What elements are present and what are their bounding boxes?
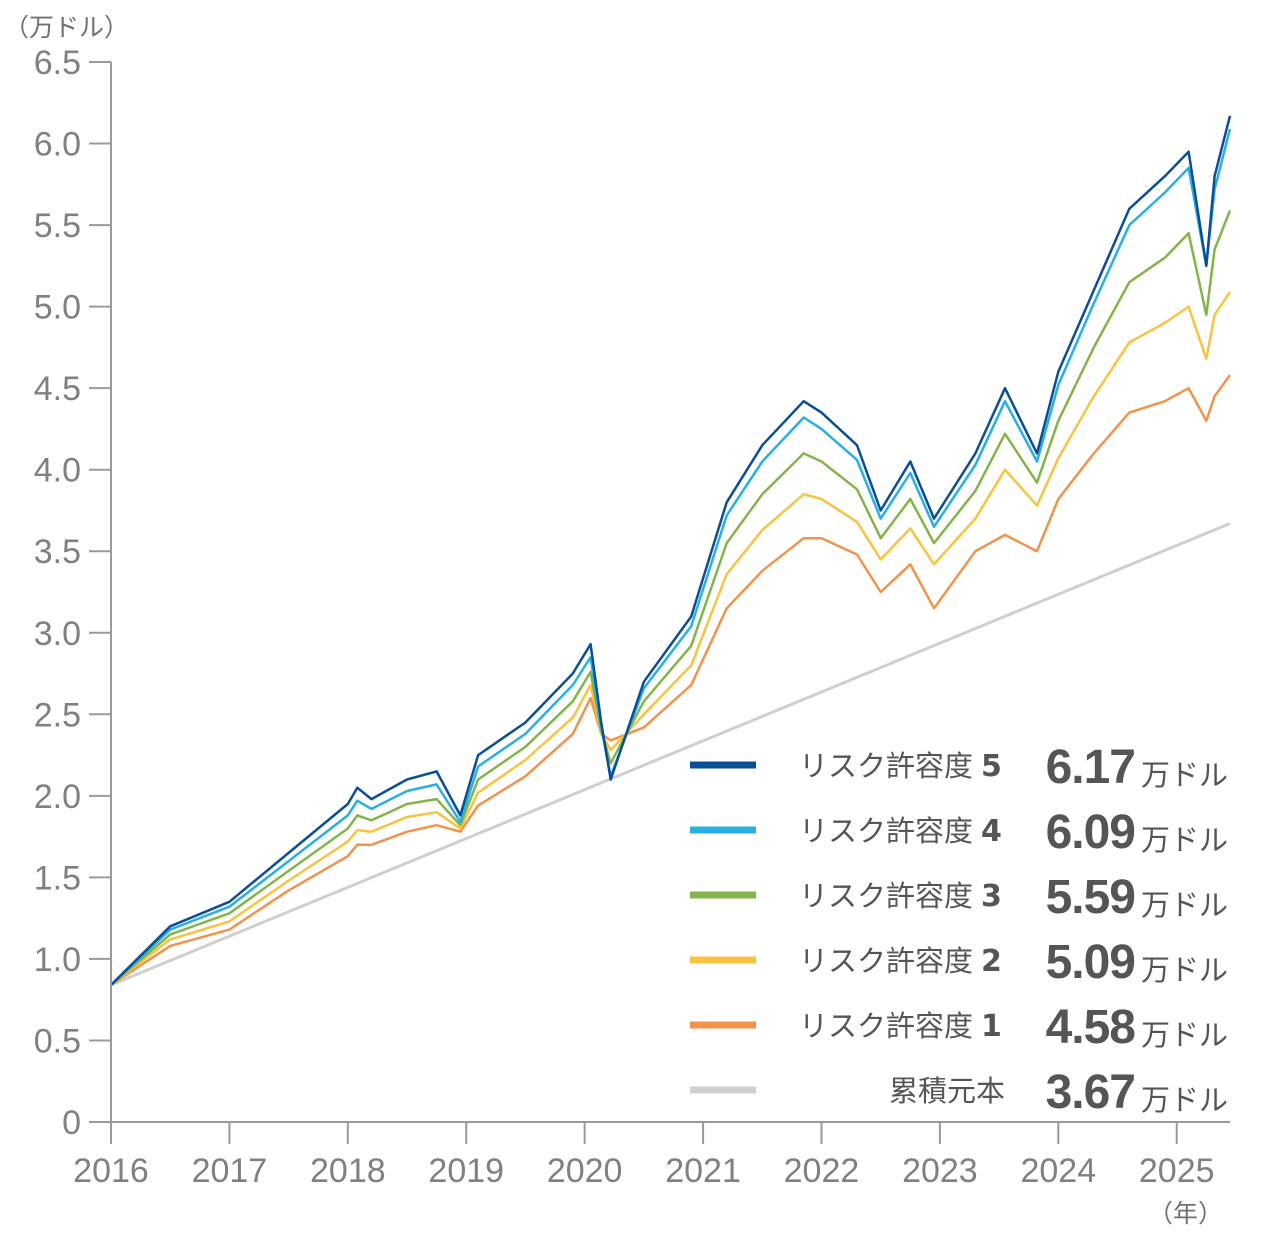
- y-tick-label: 4.0: [34, 452, 81, 490]
- y-tick-label: 6.5: [34, 44, 81, 82]
- series-line: [110, 374, 1232, 987]
- legend-series-name: リスク許容度: [799, 944, 973, 978]
- y-tick-label: 2.5: [34, 696, 81, 734]
- y-axis-unit-label: （万ドル）: [4, 13, 129, 42]
- legend-series-level: 4: [981, 814, 1002, 849]
- x-axis-ticks: 2016 2017 2018 2019 2020 2021 2022 2023 2024 2025: [73, 1122, 1215, 1190]
- x-tick-label: 2024: [1020, 1152, 1096, 1190]
- legend-final-value: 6.17: [1046, 741, 1135, 794]
- legend-series-level: 5: [981, 749, 1002, 784]
- y-tick-label: 0.5: [34, 1022, 81, 1060]
- legend-series-name: リスク許容度: [799, 749, 973, 783]
- legend-final-value: 4.58: [1046, 1001, 1136, 1054]
- y-tick-label: 6.0: [34, 126, 81, 164]
- x-tick-label: 2021: [665, 1152, 741, 1190]
- legend-final-value: 5.09: [1046, 936, 1135, 989]
- legend-value-unit: 万ドル: [1141, 888, 1228, 922]
- legend-series-level: 2: [981, 944, 1002, 979]
- y-tick-label: 2.0: [34, 778, 81, 816]
- series-lines: [110, 115, 1232, 987]
- series-line: [110, 291, 1232, 986]
- legend-series-level: 3: [981, 879, 1002, 914]
- legend-final-value: 5.59: [1046, 871, 1135, 924]
- legend-series-name: リスク許容度: [799, 879, 973, 913]
- series-line: [110, 209, 1232, 986]
- y-tick-label: 5.0: [34, 289, 81, 327]
- legend-value-unit: 万ドル: [1141, 1083, 1228, 1117]
- legend-value-unit: 万ドル: [1141, 823, 1228, 857]
- series-line: [110, 128, 1232, 986]
- y-tick-label: 4.5: [34, 370, 81, 408]
- x-axis-unit-label: （年）: [1148, 1199, 1223, 1228]
- x-tick-label: 2019: [428, 1152, 504, 1190]
- legend-value-unit: 万ドル: [1141, 953, 1228, 987]
- legend-series-name: リスク許容度: [799, 814, 973, 848]
- legend-series-name: 累積元本: [889, 1074, 1005, 1108]
- legend-series-name: リスク許容度: [799, 1009, 973, 1043]
- legend-final-value: 3.67: [1046, 1066, 1135, 1119]
- series-line: [110, 115, 1232, 986]
- legend-series-level: 1: [981, 1009, 1002, 1044]
- x-tick-label: 2017: [192, 1152, 268, 1190]
- y-tick-label: 3.5: [34, 533, 81, 571]
- x-tick-label: 2025: [1139, 1152, 1215, 1190]
- legend-final-value: 6.09: [1046, 806, 1135, 859]
- y-tick-label: 0: [62, 1104, 81, 1142]
- x-tick-label: 2022: [784, 1152, 860, 1190]
- x-tick-label: 2016: [73, 1152, 149, 1190]
- y-axis-ticks: 0 0.5 1.0 1.5 2.0 2.5 3.0 3.5 4.0 4.5 5.0 5.5 6.0 6.5: [34, 44, 111, 1142]
- legend-value-unit: 万ドル: [1141, 1018, 1228, 1052]
- y-tick-label: 1.0: [34, 941, 81, 979]
- x-tick-label: 2018: [310, 1152, 386, 1190]
- series-line: [110, 522, 1231, 987]
- x-tick-label: 2023: [902, 1152, 978, 1190]
- y-tick-label: 1.5: [34, 859, 81, 897]
- y-tick-label: 5.5: [34, 207, 81, 245]
- legend-value-unit: 万ドル: [1141, 758, 1228, 792]
- x-tick-label: 2020: [547, 1152, 623, 1190]
- y-tick-label: 3.0: [34, 615, 81, 653]
